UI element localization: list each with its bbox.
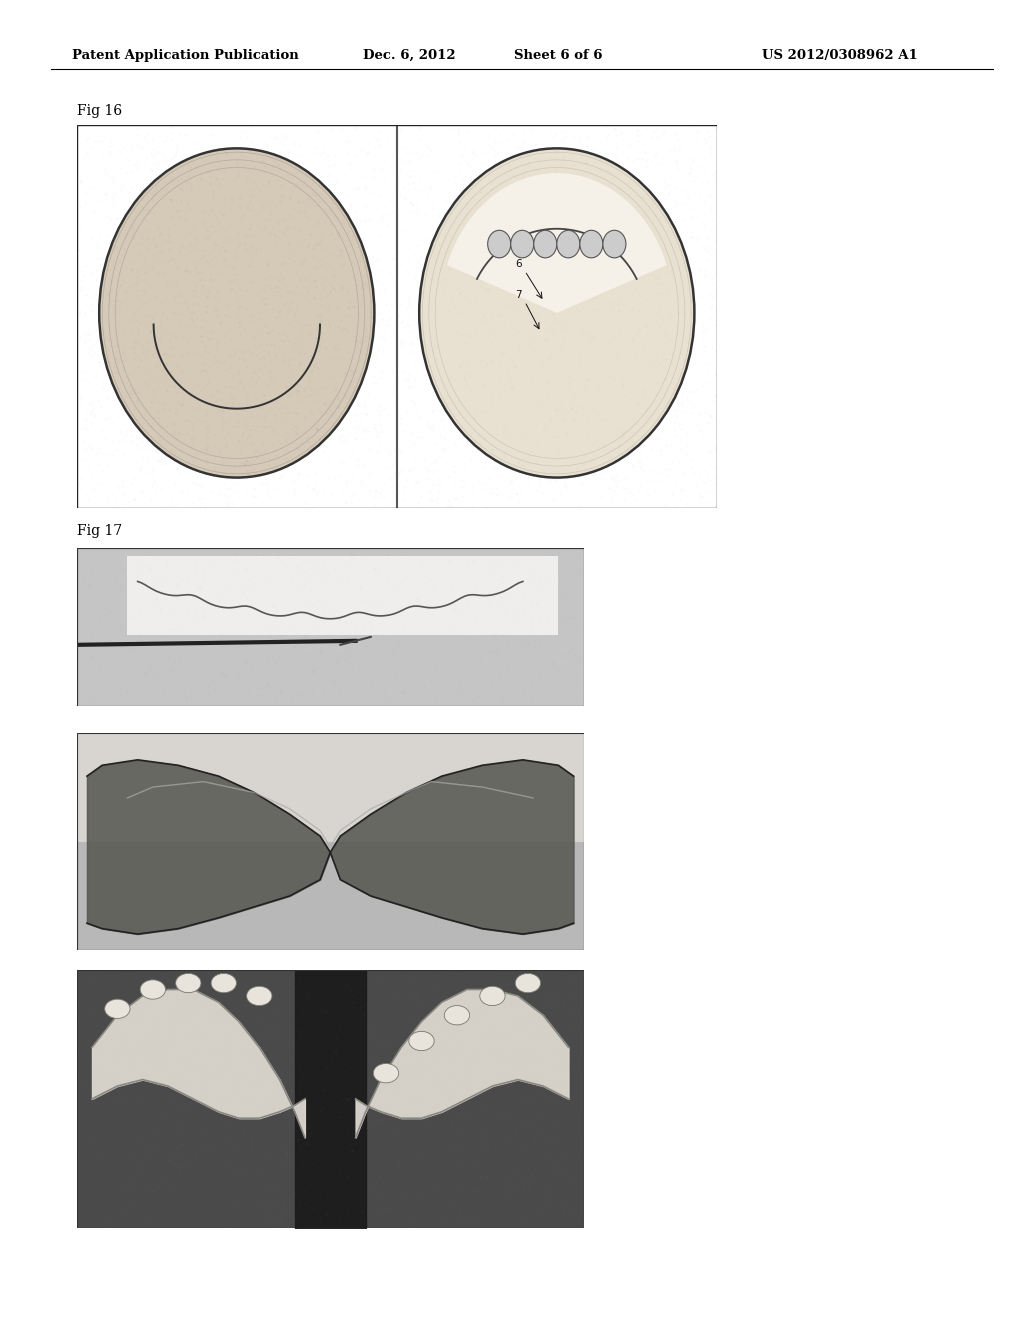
Text: US 2012/0308962 A1: US 2012/0308962 A1 xyxy=(762,49,918,62)
Ellipse shape xyxy=(211,973,237,993)
Ellipse shape xyxy=(480,986,505,1006)
Circle shape xyxy=(580,230,603,257)
Ellipse shape xyxy=(247,986,272,1006)
Wedge shape xyxy=(446,173,667,313)
Bar xyxy=(77,733,584,842)
Text: Dec. 6, 2012: Dec. 6, 2012 xyxy=(364,49,456,62)
Circle shape xyxy=(99,148,375,478)
Circle shape xyxy=(511,230,534,257)
Circle shape xyxy=(487,230,511,257)
Text: Fig 16: Fig 16 xyxy=(77,104,122,117)
Text: Patent Application Publication: Patent Application Publication xyxy=(72,49,298,62)
Bar xyxy=(127,556,558,635)
Text: 7: 7 xyxy=(515,289,522,300)
Ellipse shape xyxy=(176,973,201,993)
Ellipse shape xyxy=(104,999,130,1019)
Circle shape xyxy=(419,148,694,478)
Ellipse shape xyxy=(374,1064,398,1082)
Text: Sheet 6 of 6: Sheet 6 of 6 xyxy=(514,49,602,62)
Ellipse shape xyxy=(515,973,541,993)
Ellipse shape xyxy=(409,1031,434,1051)
Circle shape xyxy=(557,230,580,257)
Text: 6: 6 xyxy=(515,259,522,269)
Circle shape xyxy=(534,230,557,257)
Ellipse shape xyxy=(140,979,166,999)
Text: Fig 17: Fig 17 xyxy=(77,524,122,537)
Circle shape xyxy=(603,230,626,257)
Ellipse shape xyxy=(444,1006,470,1024)
